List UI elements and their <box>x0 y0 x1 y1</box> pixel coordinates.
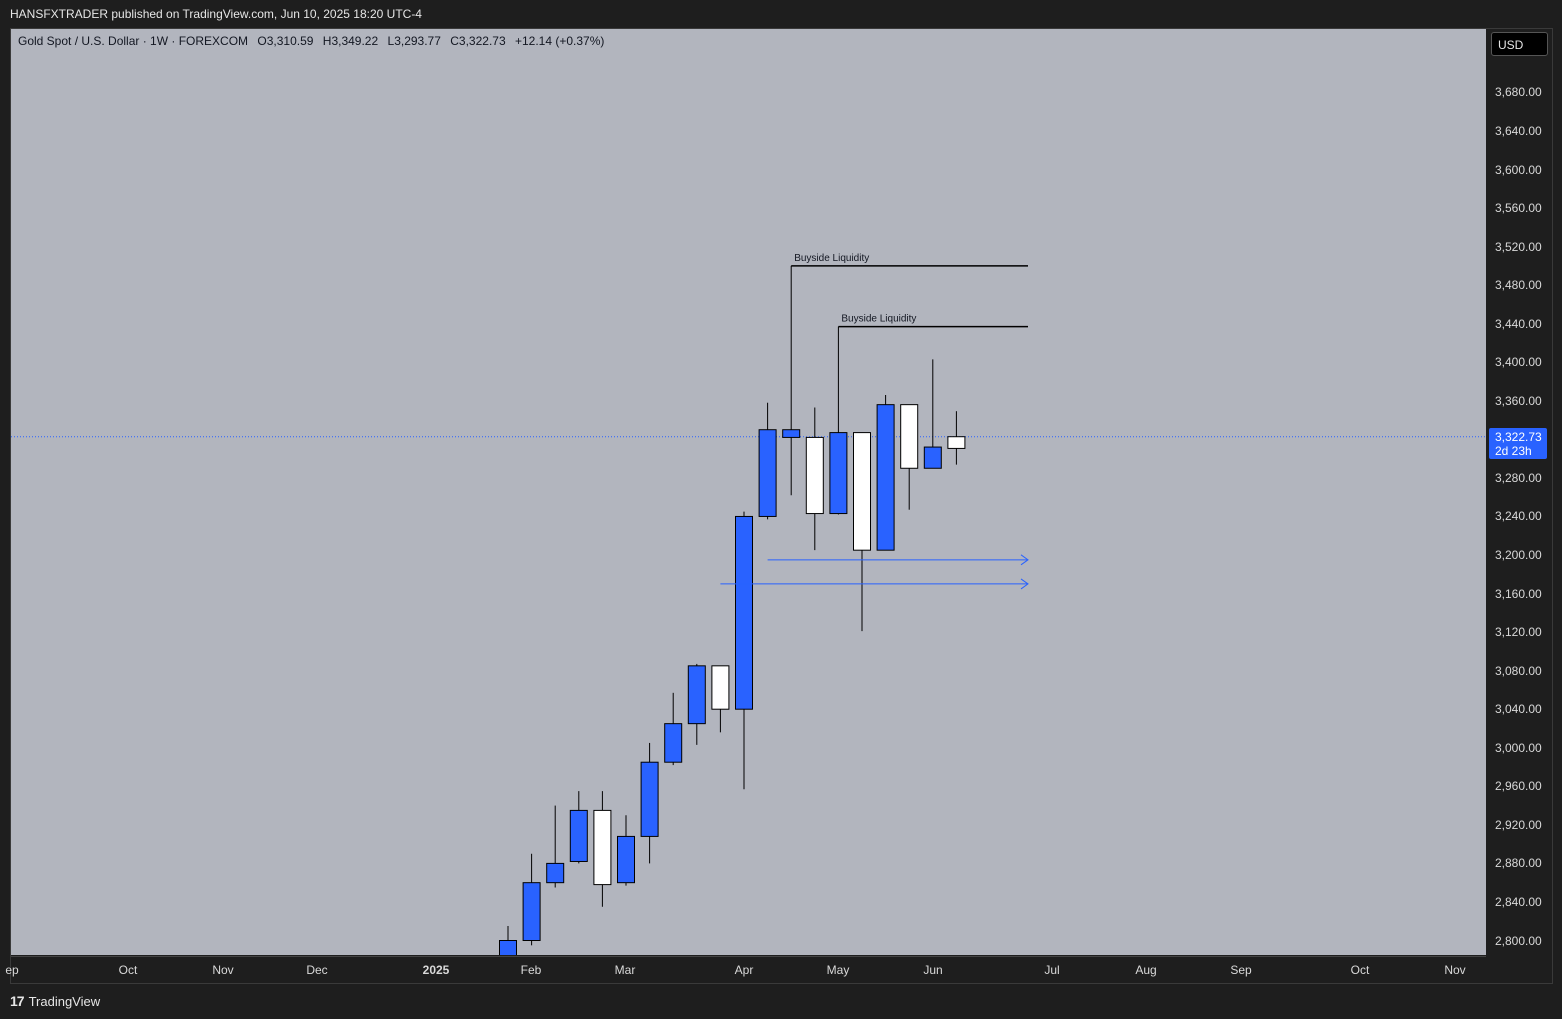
time-tick: Nov <box>1444 963 1466 977</box>
price-tick: 3,280.00 <box>1495 470 1542 485</box>
bull-candle <box>805 436 824 515</box>
bottom-bar <box>0 985 1562 1019</box>
bear-candle <box>522 882 541 941</box>
chart-frame <box>10 28 1553 984</box>
bull-candle <box>853 432 871 551</box>
bear-candle <box>829 432 848 515</box>
bear-candle <box>923 446 942 469</box>
price-tick: 3,000.00 <box>1495 740 1542 755</box>
time-tick: 2025 <box>422 963 450 977</box>
price-tick: 3,440.00 <box>1495 316 1542 331</box>
price-tick: 3,360.00 <box>1495 393 1542 408</box>
time-tick: Jun <box>923 963 943 977</box>
bear-candle <box>499 940 517 955</box>
symbol-legend: Gold Spot / U.S. Dollar · 1W · FOREXCOM … <box>18 34 610 48</box>
time-tick: May <box>826 963 850 977</box>
legend-symbol: Gold Spot / U.S. Dollar · 1W · FOREXCOM <box>18 34 249 48</box>
bar-countdown: 2d 23h <box>1495 443 1532 458</box>
legend-low: L3,293.77 <box>387 34 441 48</box>
bull-candle <box>593 809 612 886</box>
tradingview-logo-icon: 17 <box>10 993 25 1009</box>
price-axis[interactable] <box>1487 29 1552 983</box>
price-tick: 3,240.00 <box>1495 509 1542 524</box>
bear-candle <box>758 429 777 517</box>
price-tick: 3,640.00 <box>1495 123 1542 138</box>
price-tick: 2,840.00 <box>1495 894 1542 909</box>
price-tick: 3,560.00 <box>1495 201 1542 216</box>
last-price-value: 3,322.73 <box>1495 429 1542 444</box>
time-tick: Dec <box>306 963 328 977</box>
legend-open: O3,310.59 <box>257 34 314 48</box>
price-tick: 2,800.00 <box>1495 933 1542 948</box>
price-tick: 3,040.00 <box>1495 702 1542 717</box>
currency-button[interactable]: USD <box>1491 32 1548 56</box>
last-price-tag: 3,322.73 2d 23h <box>1489 427 1547 459</box>
tradingview-brand-text: TradingView <box>28 993 101 1009</box>
bear-candle <box>687 665 706 725</box>
candlestick-chart[interactable]: Buyside Liquidity Buyside Liquidity <box>11 29 1486 955</box>
bull-candle <box>900 404 919 469</box>
legend-change: +12.14 (+0.37%) <box>514 34 605 48</box>
bear-candle <box>664 723 683 763</box>
time-tick: Nov <box>212 963 234 977</box>
chart-plot-area[interactable]: Buyside Liquidity Buyside Liquidity <box>11 29 1486 955</box>
legend-high: H3,349.22 <box>322 34 379 48</box>
publisher-line: HANSFXTRADER published on TradingView.co… <box>10 7 422 21</box>
price-tick: 2,880.00 <box>1495 856 1542 871</box>
top-bar: HANSFXTRADER published on TradingView.co… <box>0 0 1562 28</box>
time-tick: Oct <box>118 963 138 977</box>
bear-candle <box>640 761 659 837</box>
price-tick: 2,960.00 <box>1495 779 1542 794</box>
time-tick: Mar <box>614 963 636 977</box>
bear-candle <box>617 835 635 884</box>
buyside-liquidity-label: Buyside Liquidity <box>841 314 916 325</box>
price-tick: 3,480.00 <box>1495 278 1542 293</box>
time-tick: Feb <box>520 963 542 977</box>
time-axis[interactable] <box>11 956 1486 983</box>
price-tick: 3,680.00 <box>1495 85 1542 100</box>
price-tick: 3,120.00 <box>1495 625 1542 640</box>
arrow-head-icon <box>1020 554 1029 566</box>
time-tick: Apr <box>734 963 754 977</box>
price-tick: 3,400.00 <box>1495 355 1542 370</box>
arrow-head-icon <box>1020 578 1029 590</box>
legend-close: C3,322.73 <box>450 34 506 48</box>
bear-candle <box>546 862 565 884</box>
bear-candle <box>876 404 895 551</box>
time-tick: Aug <box>1135 963 1157 977</box>
price-tick: 2,920.00 <box>1495 817 1542 832</box>
bear-candle <box>782 429 801 438</box>
price-tick: 3,600.00 <box>1495 162 1542 177</box>
price-tick: 3,080.00 <box>1495 663 1542 678</box>
time-tick: ep <box>5 963 19 977</box>
price-tick: 3,200.00 <box>1495 548 1542 562</box>
time-tick: Jul <box>1044 963 1060 977</box>
bear-candle <box>569 809 588 862</box>
tradingview-logo[interactable]: 17 TradingView <box>10 993 100 1009</box>
time-tick: Oct <box>1350 963 1370 977</box>
price-tick: 3,160.00 <box>1495 586 1542 601</box>
buyside-liquidity-label: Buyside Liquidity <box>794 253 869 264</box>
bull-candle <box>711 665 730 710</box>
time-tick: Sep <box>1230 963 1252 977</box>
bull-candle <box>947 436 966 449</box>
bear-candle <box>735 515 753 710</box>
price-tick: 3,520.00 <box>1495 239 1542 254</box>
